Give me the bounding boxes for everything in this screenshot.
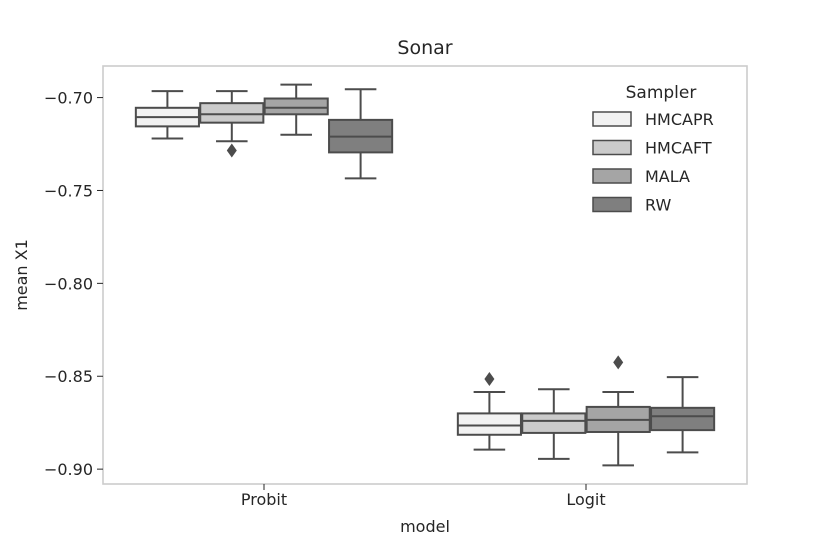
- box-hmcaft-probit: [199, 90, 265, 158]
- legend-label-rw: RW: [645, 196, 671, 215]
- box-mala-probit: [263, 83, 329, 136]
- y-tick-label: −0.75: [44, 181, 93, 200]
- x-tick-label: Logit: [566, 490, 605, 509]
- box-mala-logit: [585, 355, 651, 467]
- legend-title: Sampler: [626, 83, 697, 103]
- iqr-box: [199, 102, 265, 124]
- x-axis-label: model: [400, 517, 450, 536]
- box-hmcapr-probit: [134, 90, 200, 140]
- chart-title: Sonar: [397, 37, 452, 59]
- y-tick-label: −0.90: [44, 460, 93, 479]
- iqr-box: [456, 412, 522, 436]
- outlier-marker: [226, 143, 237, 158]
- box-series: [134, 83, 716, 467]
- legend-swatch-hmcaft: [592, 139, 632, 156]
- iqr-box: [521, 412, 587, 434]
- y-tick-label: −0.85: [44, 367, 93, 386]
- x-tick-label: Probit: [241, 490, 287, 509]
- y-axis-ticks: −0.70 −0.75 −0.80 −0.85 −0.90: [44, 89, 103, 479]
- x-axis-ticks: Probit Logit: [241, 484, 606, 509]
- legend: Sampler HMCAPR HMCAFT MALA RW: [592, 83, 714, 215]
- y-tick-label: −0.70: [44, 89, 93, 108]
- box-hmcapr-logit: [456, 372, 522, 451]
- legend-swatch-rw: [592, 196, 632, 213]
- iqr-box: [650, 406, 716, 432]
- outlier-marker: [484, 372, 495, 387]
- legend-swatch-hmcapr: [592, 111, 632, 127]
- legend-label-mala: MALA: [645, 167, 690, 186]
- box-rw-probit: [328, 88, 394, 180]
- legend-label-hmcapr: HMCAPR: [645, 110, 714, 129]
- outlier-marker: [613, 355, 624, 370]
- y-tick-label: −0.80: [44, 274, 93, 293]
- iqr-box: [263, 97, 329, 116]
- y-axis-label: mean X1: [12, 239, 31, 311]
- box-rw-logit: [650, 376, 716, 454]
- legend-label-hmcaft: HMCAFT: [645, 139, 712, 158]
- plot-area-frame: [102, 65, 748, 485]
- legend-swatch-mala: [592, 168, 632, 184]
- box-hmcaft-logit: [521, 388, 587, 460]
